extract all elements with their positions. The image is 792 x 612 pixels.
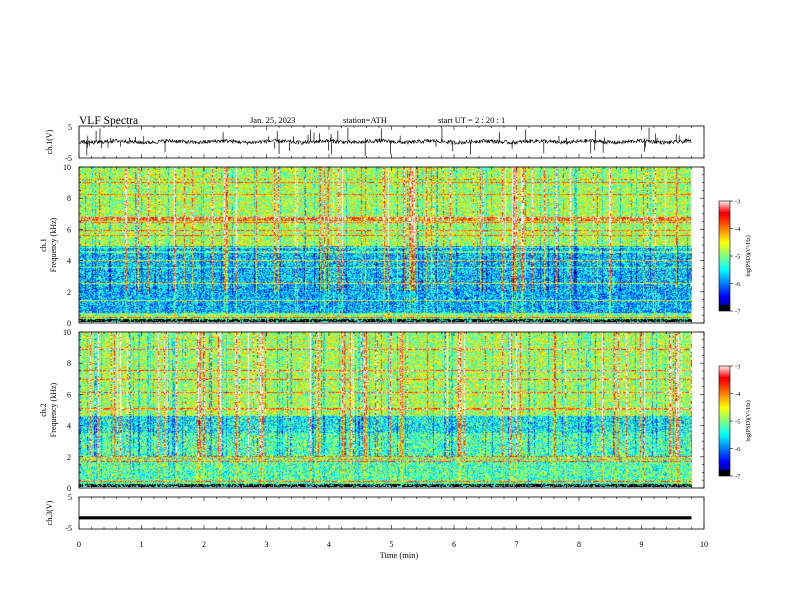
figure-date: Jan. 25, 2023: [250, 115, 295, 125]
ch1-ylabel: ch.1(V): [45, 129, 54, 154]
freq-tick-label: 8: [67, 194, 71, 203]
ch1-waveform-panel: 5 -5 ch.1(V): [45, 123, 705, 163]
ch1-spectrogram-image: [79, 167, 692, 322]
freq-tick-label: 6: [67, 225, 71, 234]
figure-start-time: start UT = 2 : 20 : 1: [438, 115, 505, 125]
freq-tick-label: 8: [67, 359, 71, 368]
ch1-colorbar: [719, 201, 730, 311]
x-tick-label: 10: [700, 540, 708, 549]
ch2-spec-channel-label: ch.2: [39, 403, 48, 417]
x-tick-label: 1: [140, 540, 144, 549]
ch1-ytick-bottom: -5: [65, 154, 72, 163]
ch1-spec-ylabel: Frequency (kHz): [49, 217, 58, 272]
colorbar-tick-label: -5: [735, 254, 740, 261]
ch3-ytick-bottom: -5: [65, 524, 72, 533]
x-tick-label: 6: [452, 540, 456, 549]
x-tick-label: 5: [390, 540, 394, 549]
colorbar-tick-label: -6: [735, 281, 741, 288]
colorbar-tick-label: -7: [735, 309, 741, 316]
ch2-spectrogram-image: [79, 332, 692, 487]
x-tick-label: 2: [202, 540, 206, 549]
figure-station: station=ATH: [343, 115, 387, 125]
freq-tick-label: 4: [67, 257, 71, 266]
ch3-ylabel: ch.3(V): [45, 500, 54, 525]
ch1-ytick-top: 5: [68, 123, 72, 132]
colorbar-tick-label: -5: [735, 419, 740, 426]
ch1-colorbar-label: log(PSD)(V²/Hz): [745, 235, 752, 276]
freq-tick-label: 2: [67, 288, 71, 297]
freq-tick-label: 0: [67, 484, 71, 493]
ch2-colorbar: [719, 366, 730, 476]
ch3-ytick-top: 5: [68, 493, 72, 502]
colorbar-tick-label: -3: [735, 199, 740, 206]
ch1-spec-channel-label: ch.1: [39, 238, 48, 252]
ch1-waveform-line: [78, 137, 692, 146]
freq-tick-label: 10: [63, 328, 71, 337]
colorbar-tick-label: -4: [735, 391, 741, 398]
x-axis-label: Time (min): [380, 550, 419, 560]
colorbar-tick-label: -7: [735, 474, 741, 481]
figure-title: VLF Spectra: [79, 115, 138, 127]
ch2-colorbar-label: log(PSD)(V²/Hz): [745, 400, 752, 441]
x-tick-label: 3: [265, 540, 269, 549]
x-tick-label: 7: [515, 540, 519, 549]
x-tick-label: 0: [77, 540, 81, 549]
freq-tick-label: 10: [63, 163, 71, 172]
freq-tick-label: 6: [67, 390, 71, 399]
freq-tick-label: 4: [67, 422, 71, 431]
freq-tick-label: 0: [67, 319, 71, 328]
x-tick-label: 9: [640, 540, 644, 549]
colorbar-tick-label: -4: [735, 226, 741, 233]
ch1-spikes: [78, 127, 680, 156]
x-tick-label: 8: [577, 540, 581, 549]
colorbar-tick-label: -6: [735, 446, 741, 453]
x-tick-label: 4: [327, 540, 331, 549]
colorbar-tick-label: -3: [735, 364, 740, 371]
ch3-waveform-panel: 5 -5 ch.3(V) 0 1 2 3 4 5 6 7 8 9 10 Time (min): [45, 493, 708, 560]
freq-tick-label: 2: [67, 453, 71, 462]
ch2-spec-ylabel: Frequency (kHz): [49, 382, 58, 437]
